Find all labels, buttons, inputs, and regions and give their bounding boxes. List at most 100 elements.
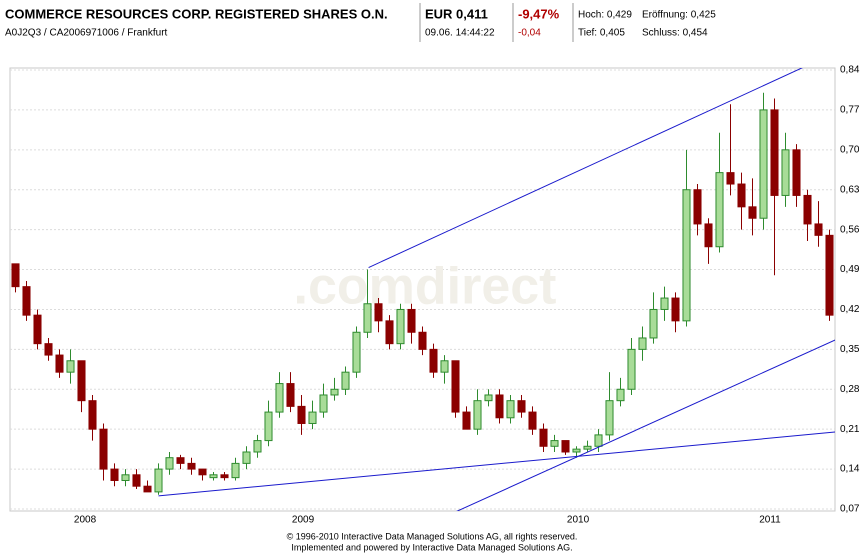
y-tick-label: 0,56 (840, 224, 860, 235)
candle-body (528, 411, 537, 430)
watermark: .comdirect (294, 258, 557, 316)
close: Schluss: 0,454 (642, 28, 708, 39)
y-tick-label: 0,84 (840, 65, 860, 76)
candle-body (319, 394, 328, 413)
candle-body (66, 360, 75, 373)
candle-body (803, 194, 812, 225)
candle-body (814, 223, 823, 236)
candle-body (11, 263, 20, 288)
change-abs: -0,04 (518, 28, 541, 39)
candle-body (748, 206, 757, 219)
candle-body (605, 400, 614, 436)
candle-body (429, 348, 438, 373)
trend-line (158, 431, 835, 497)
candle-body (506, 400, 515, 419)
candle-body (363, 303, 372, 333)
candle-body (165, 457, 174, 470)
candle-body (154, 468, 163, 493)
candle-body (33, 314, 42, 345)
ids: A0J2Q3 / CA2006971006 / Frankfurt (5, 28, 168, 39)
candle-body (594, 434, 603, 447)
candle-body (297, 405, 306, 424)
candle-body (341, 371, 350, 390)
open: Eröffnung: 0,425 (642, 10, 716, 21)
candle-body (110, 468, 119, 481)
plot-content (11, 68, 835, 511)
candle-body (583, 445, 592, 450)
candle-body (704, 223, 713, 248)
candle-body (121, 474, 130, 481)
candle-body (638, 337, 647, 350)
candle-body (781, 149, 790, 196)
candle-body (44, 343, 53, 356)
candle-body (616, 388, 625, 402)
y-tick-label: 0,49 (840, 264, 860, 275)
price: EUR 0,411 (425, 6, 488, 21)
candle-body (770, 109, 779, 196)
x-tick-label: 2009 (292, 515, 315, 526)
candle-body (561, 440, 570, 453)
candle-body (759, 109, 768, 219)
candle-body (660, 297, 669, 310)
candle-body (132, 474, 141, 487)
candle-body (264, 411, 273, 442)
candle-body (484, 394, 493, 402)
candle-body (198, 468, 207, 476)
candle-body (572, 448, 581, 453)
candle-body (352, 331, 361, 373)
x-tick-label: 2011 (759, 515, 781, 526)
candle-body (517, 400, 526, 413)
candle-body (682, 189, 691, 322)
footer: Implemented and powered by Interactive D… (291, 542, 572, 552)
header-bg (0, 0, 864, 44)
candle-body (715, 172, 724, 248)
candle-body (99, 428, 108, 470)
candle-body (176, 457, 185, 464)
candle-body (242, 451, 251, 464)
title: COMMERCE RESOURCES CORP. REGISTERED SHAR… (5, 6, 388, 21)
y-tick-label: 0,35 (840, 344, 860, 355)
candle-body (220, 474, 229, 479)
y-tick-label: 0,42 (840, 304, 860, 315)
y-tick-label: 0,77 (840, 105, 860, 116)
candle-body (187, 462, 196, 470)
candle-body (693, 189, 702, 225)
candle-body (275, 383, 284, 413)
plot-area (9, 67, 836, 512)
candle-body (253, 440, 262, 453)
candle-body (77, 360, 86, 402)
y-tick-label: 0,70 (840, 144, 860, 155)
candle-body (418, 331, 427, 350)
candle-body (649, 308, 658, 339)
trend-line (456, 339, 835, 511)
candle-body (143, 485, 152, 493)
y-tick-label: 0,28 (840, 384, 860, 395)
candle-body (407, 308, 416, 333)
x-tick-label: 2008 (74, 515, 97, 526)
candle-body (308, 411, 317, 424)
high: Hoch: 0,429 (578, 10, 632, 21)
time: 09.06. 14:44:22 (425, 28, 495, 39)
x-tick-label: 2010 (567, 515, 590, 526)
candle-body (462, 411, 471, 430)
low: Tief: 0,405 (578, 28, 625, 39)
candle-body (88, 400, 97, 430)
candle-body (440, 360, 449, 373)
trend-line (368, 68, 803, 269)
candle-body (539, 428, 548, 447)
candle-body (209, 474, 218, 479)
candle-body (22, 286, 31, 316)
candle-body (627, 348, 636, 390)
candle-body (385, 320, 394, 345)
candle-body (286, 383, 295, 407)
candle-body (55, 354, 64, 373)
candle-body (231, 462, 240, 479)
change-pct: -9,47% (518, 6, 560, 21)
candle-body (374, 303, 383, 322)
candle-body (330, 388, 339, 396)
candle-body (792, 149, 801, 196)
footer: © 1996-2010 Interactive Data Managed Sol… (287, 531, 578, 541)
y-tick-label: 0,14 (840, 464, 860, 475)
